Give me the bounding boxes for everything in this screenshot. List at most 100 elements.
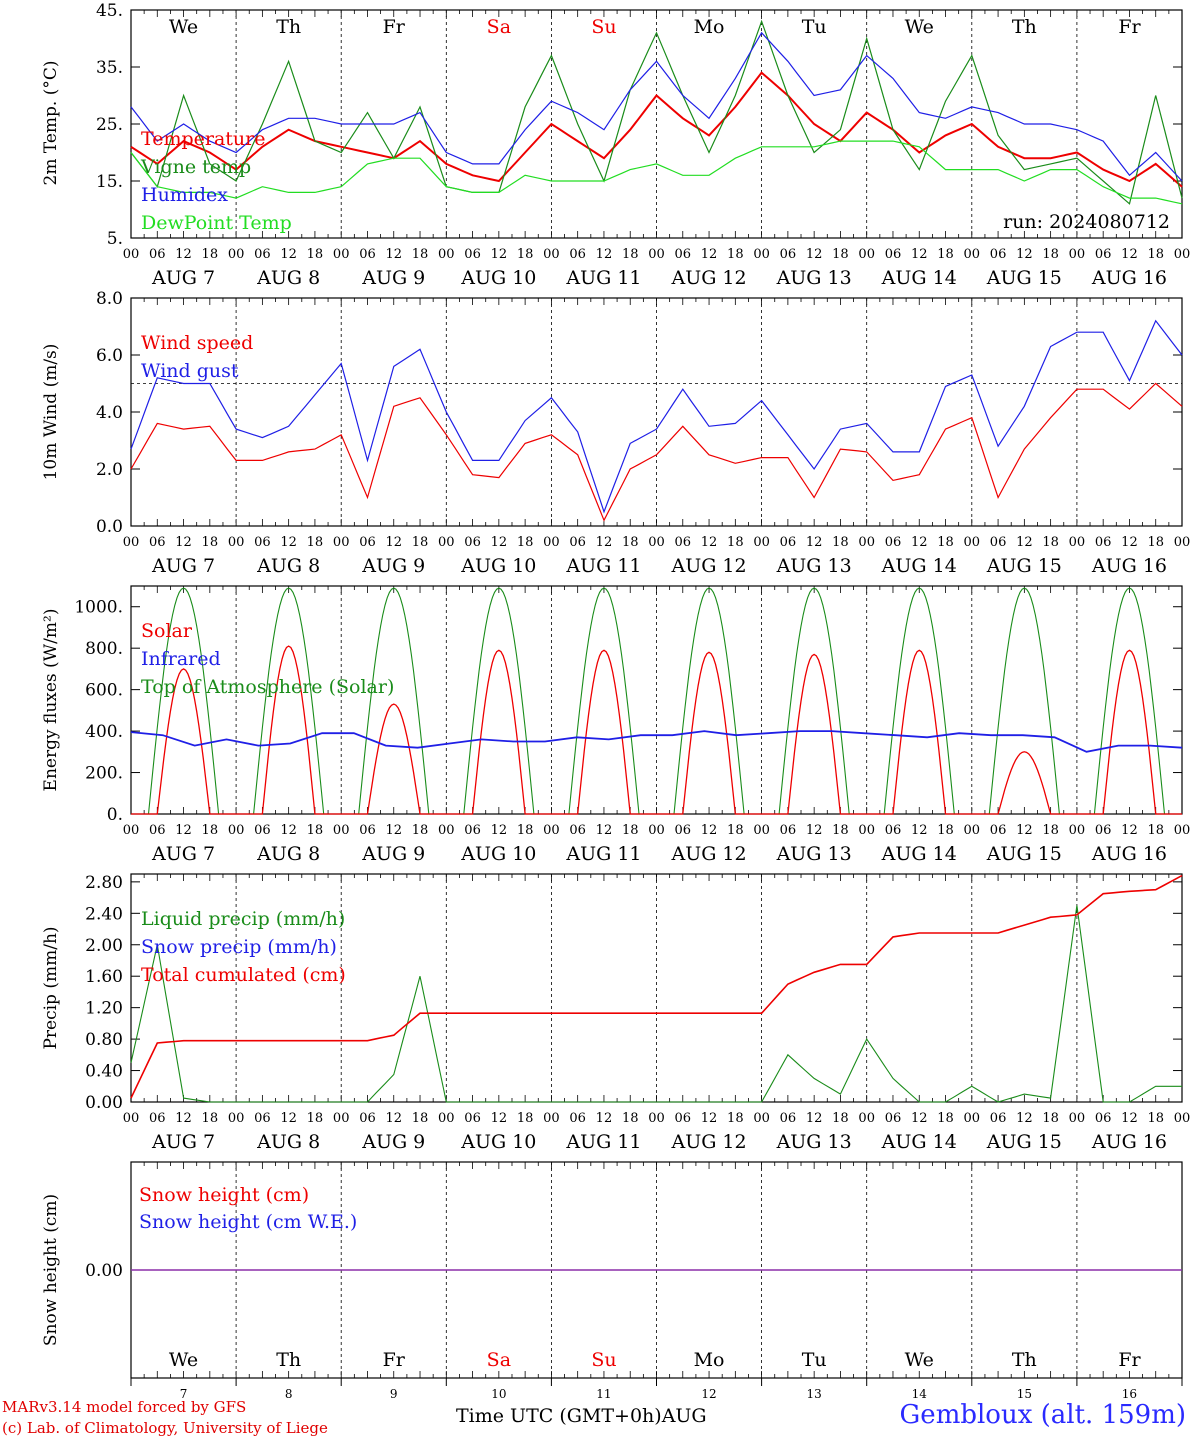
hour-tick-label: 00	[228, 247, 245, 262]
legend-entry: Wind speed	[141, 332, 253, 354]
day-abbr-label: We	[905, 16, 934, 38]
day-abbr-label: Fr	[383, 16, 406, 38]
legend-entry: DewPoint Temp	[141, 212, 292, 234]
legend-entry: Liquid precip (mm/h)	[141, 908, 345, 930]
hour-tick-label: 06	[254, 1111, 271, 1126]
xaxis-title: Time UTC (GMT+0h)AUG	[456, 1405, 707, 1427]
legend-entry: Humidex	[141, 184, 228, 206]
hour-tick-label: 00	[228, 1111, 245, 1126]
y-tick-label: 0.00	[85, 1093, 123, 1113]
hour-tick-label: 12	[491, 535, 508, 550]
date-label: AUG 10	[460, 267, 536, 289]
date-label: AUG 14	[881, 843, 957, 865]
hour-tick-label: 18	[832, 247, 849, 262]
hour-tick-label: 00	[438, 535, 455, 550]
hour-tick-label: 06	[254, 823, 271, 838]
hour-tick-label: 12	[175, 1111, 192, 1126]
y-tick-label: 0.80	[85, 1030, 123, 1050]
date-label: AUG 10	[460, 1131, 536, 1153]
hour-tick-label: 00	[1069, 823, 1086, 838]
hour-tick-label: 06	[780, 247, 797, 262]
y-tick-label: 1000.	[74, 598, 123, 618]
hour-tick-label: 00	[753, 1111, 770, 1126]
hour-tick-label: 06	[675, 247, 692, 262]
hour-tick-label: 12	[491, 823, 508, 838]
hour-tick-label: 18	[622, 535, 639, 550]
hour-tick-label: 06	[675, 823, 692, 838]
hour-tick-label: 00	[123, 535, 140, 550]
hour-tick-label: 00	[1174, 247, 1191, 262]
hour-tick-label: 06	[885, 1111, 902, 1126]
hour-tick-label: 06	[780, 823, 797, 838]
hour-tick-label: 06	[990, 823, 1007, 838]
day-abbr-label: Tu	[802, 1349, 827, 1371]
hour-tick-label: 12	[280, 823, 297, 838]
hour-tick-label: 18	[517, 535, 534, 550]
date-label: AUG 11	[565, 267, 641, 289]
series-line-total-cumulated	[130, 874, 1183, 1099]
hour-tick-label: 18	[412, 823, 429, 838]
y-tick-label: 0.	[107, 805, 123, 825]
hour-tick-label: 00	[858, 535, 875, 550]
date-label: AUG 16	[1091, 267, 1167, 289]
y-tick-label: 8.0	[96, 289, 123, 309]
hour-tick-label: 18	[937, 1111, 954, 1126]
hour-tick-label: 00	[438, 823, 455, 838]
hour-tick-label: 06	[990, 1111, 1007, 1126]
legend-entry: Snow precip (mm/h)	[141, 936, 337, 958]
hour-tick-label: 12	[596, 1111, 613, 1126]
hour-tick-label: 12	[1121, 823, 1138, 838]
legend-entry: Temperature	[141, 128, 265, 150]
date-label: AUG 15	[986, 1131, 1062, 1153]
hour-tick-label: 00	[543, 823, 560, 838]
hour-tick-label: 06	[569, 535, 586, 550]
hour-tick-label: 18	[412, 535, 429, 550]
day-abbr-label: Fr	[383, 1349, 406, 1371]
hour-tick-label: 12	[701, 823, 718, 838]
hour-tick-label: 12	[701, 535, 718, 550]
hour-tick-label: 00	[543, 247, 560, 262]
date-label: AUG 11	[565, 555, 641, 577]
y-tick-label: 35.	[96, 58, 123, 78]
hour-tick-label: 06	[1095, 823, 1112, 838]
series-line-infrared	[130, 730, 1183, 753]
y-tick-label: 600.	[85, 681, 123, 701]
hour-tick-label: 06	[149, 247, 166, 262]
day-number-label: 14	[912, 1387, 928, 1401]
legend-entry: Wind gust	[141, 360, 239, 382]
hour-tick-label: 12	[701, 247, 718, 262]
hour-tick-label: 06	[464, 1111, 481, 1126]
hour-tick-label: 18	[202, 535, 219, 550]
xaxis-title-text: Time UTC (GMT+0h)	[456, 1405, 662, 1427]
y-tick-label: 1.60	[85, 967, 123, 987]
y-tick-label: 15.	[96, 172, 123, 192]
date-label: AUG 15	[986, 843, 1062, 865]
hour-tick-label: 12	[491, 247, 508, 262]
hour-tick-label: 00	[333, 535, 350, 550]
day-abbr-label: Mo	[694, 16, 725, 38]
day-abbr-label: Mo	[694, 1349, 725, 1371]
date-label: AUG 7	[151, 843, 215, 865]
day-number-label: 9	[390, 1387, 398, 1401]
hour-tick-label: 06	[885, 823, 902, 838]
day-number-label: 12	[701, 1387, 716, 1401]
y-axis-label: Energy fluxes (W/m²)	[41, 609, 61, 792]
hour-tick-label: 06	[675, 535, 692, 550]
hour-tick-label: 18	[1042, 247, 1059, 262]
hour-tick-label: 12	[280, 1111, 297, 1126]
hour-tick-label: 00	[123, 247, 140, 262]
day-number-label: 15	[1017, 1387, 1032, 1401]
date-label: AUG 9	[361, 267, 425, 289]
hour-tick-label: 12	[911, 247, 928, 262]
hour-tick-label: 12	[385, 535, 402, 550]
y-axis-label: Precip (mm/h)	[41, 926, 61, 1049]
y-tick-label: 400.	[85, 722, 123, 742]
hour-tick-label: 12	[491, 1111, 508, 1126]
day-number-label: 7	[180, 1387, 188, 1401]
hour-tick-label: 06	[1095, 535, 1112, 550]
y-axis-label: Snow height (cm)	[41, 1194, 61, 1346]
y-tick-label: 0.0	[96, 517, 123, 537]
hour-tick-label: 06	[780, 1111, 797, 1126]
hour-tick-label: 18	[727, 247, 744, 262]
hour-tick-label: 06	[149, 1111, 166, 1126]
